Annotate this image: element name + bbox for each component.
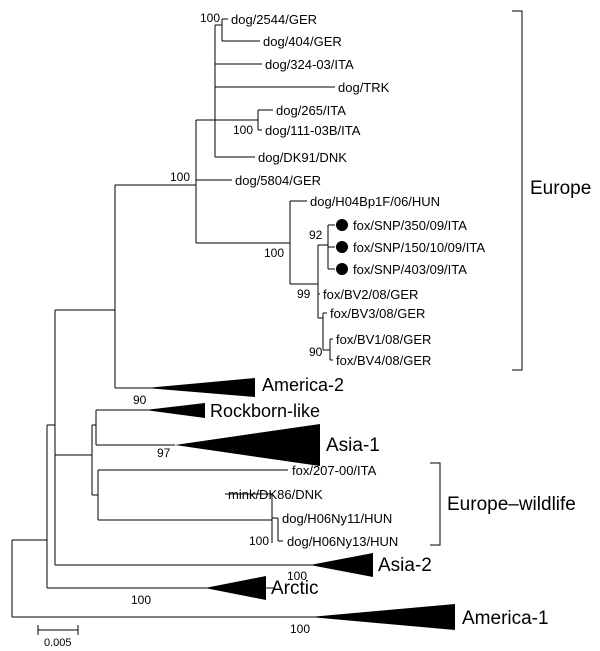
bootstrap-value: 92 xyxy=(309,228,323,242)
clade-label-arctic: Arctic xyxy=(271,578,319,599)
clade-triangle-rockborn-like xyxy=(145,403,205,418)
leaf-label: dog/324-03/ITA xyxy=(265,57,354,72)
clade-triangle-arctic xyxy=(205,576,266,600)
clade-label-asia-1: Asia-1 xyxy=(326,435,380,456)
bootstrap-value: 100 xyxy=(290,622,310,636)
sample-marker-dot xyxy=(336,241,348,253)
leaf-label: dog/H06Ny11/HUN xyxy=(282,511,392,526)
bootstrap-value: 100 xyxy=(249,534,269,548)
bootstrap-value: 90 xyxy=(133,393,147,407)
leaf-label: fox/BV4/08/GER xyxy=(336,353,431,368)
group-label-europe-wildlife: Europe–wildlife xyxy=(447,494,576,515)
bootstrap-value: 90 xyxy=(309,345,323,359)
bootstrap-value: 100 xyxy=(264,246,284,260)
clade-triangle-america-1 xyxy=(310,604,455,630)
leaf-label: fox/SNP/403/09/ITA xyxy=(353,262,467,277)
leaf-label: fox/SNP/350/09/ITA xyxy=(353,218,467,233)
bootstrap-value: 97 xyxy=(157,446,171,460)
leaf-label: dog/DK91/DNK xyxy=(258,150,347,165)
sample-marker-dot xyxy=(336,219,348,231)
leaf-label: dog/404/GER xyxy=(263,34,342,49)
clade-triangle-asia-2 xyxy=(310,553,373,577)
bootstrap-value: 99 xyxy=(297,287,311,301)
sample-markers xyxy=(336,219,348,275)
leaf-label: dog/265/ITA xyxy=(276,103,346,118)
bootstrap-values: 100 100 100 100 92 99 90 90 97 100 100 1… xyxy=(131,11,323,636)
leaf-label: fox/207-00/ITA xyxy=(292,463,377,478)
leaf-label: dog/111-03B/ITA xyxy=(265,123,361,138)
clade-triangle-asia-1 xyxy=(175,424,320,466)
scale-bar-label: 0.005 xyxy=(44,637,72,649)
clade-label-rockborn-like: Rockborn-like xyxy=(210,401,320,421)
clade-label-asia-2: Asia-2 xyxy=(378,555,432,576)
leaf-label: dog/TRK xyxy=(338,80,390,95)
group-label-europe: Europe xyxy=(530,178,591,199)
bootstrap-value: 100 xyxy=(200,11,220,25)
europe-leaf-labels: dog/2544/GER dog/404/GER dog/324-03/ITA … xyxy=(231,12,485,368)
leaf-label: fox/SNP/150/10/09/ITA xyxy=(353,240,485,255)
collapsed-clade-labels: America-2 Rockborn-like Asia-1 Asia-2 Ar… xyxy=(210,375,549,629)
leaf-label: dog/H06Ny13/HUN xyxy=(287,534,398,549)
leaf-label: fox/BV3/08/GER xyxy=(330,306,425,321)
bootstrap-value: 100 xyxy=(131,593,151,607)
collapsed-clade-triangles xyxy=(145,378,455,630)
sample-marker-dot xyxy=(336,263,348,275)
leaf-label: mink/DK86/DNK xyxy=(228,487,323,502)
bootstrap-value: 100 xyxy=(287,569,307,583)
leaf-label: dog/5804/GER xyxy=(235,173,321,188)
clade-triangle-america-2 xyxy=(146,378,255,397)
clade-label-america-2: America-2 xyxy=(262,375,344,395)
leaf-label: dog/2544/GER xyxy=(231,12,317,27)
bootstrap-value: 100 xyxy=(233,123,253,137)
clade-label-america-1: America-1 xyxy=(462,608,549,629)
leaf-label: fox/BV2/08/GER xyxy=(323,287,418,302)
bootstrap-value: 100 xyxy=(170,170,190,184)
leaf-label: fox/BV1/08/GER xyxy=(336,332,431,347)
leaf-label: dog/H04Bp1F/06/HUN xyxy=(310,194,440,209)
wildlife-leaf-labels: fox/207-00/ITA mink/DK86/DNK dog/H06Ny11… xyxy=(228,463,398,549)
